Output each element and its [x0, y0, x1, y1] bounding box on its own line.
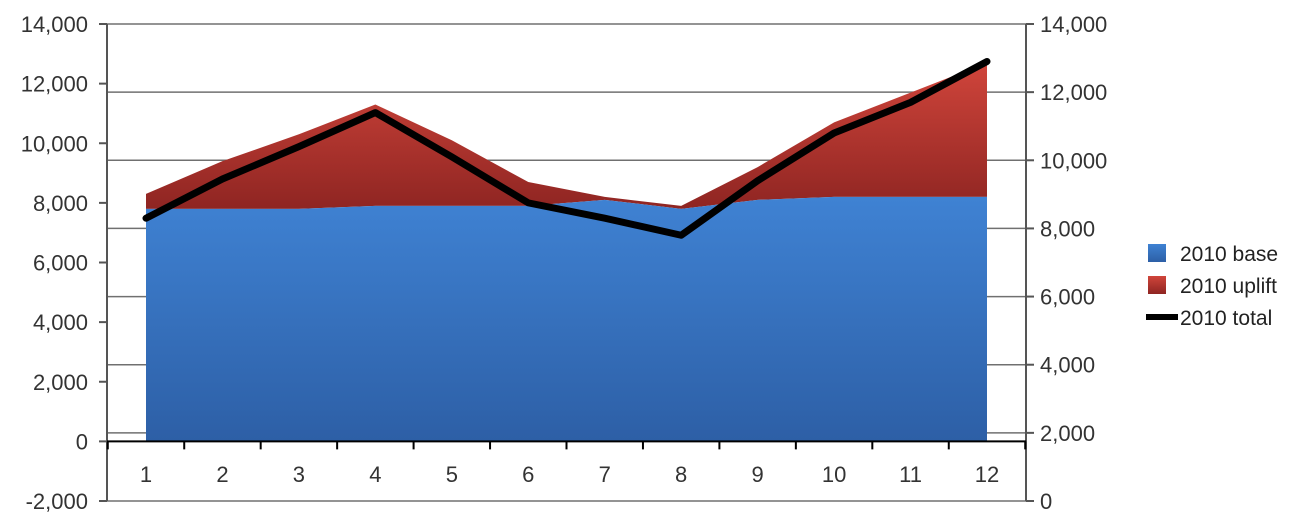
legend-label: 2010 uplift [1180, 275, 1277, 298]
left-tick-label: 0 [76, 429, 88, 454]
x-tick-label: 7 [599, 462, 611, 487]
series-area-2010-base [146, 196, 987, 442]
series-area-2010-uplift [146, 62, 987, 209]
left-tick-label: 6,000 [33, 251, 88, 276]
x-tick-label: 6 [522, 462, 534, 487]
right-tick-label: 12,000 [1040, 80, 1107, 105]
left-tick-label: 4,000 [33, 310, 88, 335]
right-tick-label: 4,000 [1040, 353, 1095, 378]
left-tick-label: 8,000 [33, 191, 88, 216]
right-tick-label: 10,000 [1040, 148, 1107, 173]
right-axis-ticks: 0 2,000 4,000 6,000 8,000 10,000 12,000 14,000 [1026, 12, 1107, 512]
x-tick-label: 11 [899, 462, 922, 487]
x-tick-label: 9 [752, 462, 764, 487]
right-tick-label: 8,000 [1040, 216, 1095, 241]
legend-swatch [1148, 276, 1166, 294]
legend-swatch [1148, 244, 1166, 262]
legend-label: 2010 total [1180, 307, 1272, 330]
x-tick-label: 5 [446, 462, 458, 487]
legend-swatch [1146, 314, 1178, 320]
x-tick-label: 1 [140, 462, 152, 487]
left-tick-label: 2,000 [33, 370, 88, 395]
x-tick-label: 3 [293, 462, 305, 487]
left-tick-label: 12,000 [21, 72, 88, 97]
right-tick-label: 0 [1040, 489, 1052, 512]
series-line-2010-total [142, 57, 991, 239]
left-axis-ticks: -2,000 0 2,000 4,000 6,000 8,000 10,000 12,000 1… [21, 12, 107, 512]
x-tick-label: 12 [975, 462, 999, 487]
x-tick-label: 8 [675, 462, 687, 487]
legend: 2010 base 2010 uplift 2010 total [1146, 243, 1278, 330]
x-tick-label: 4 [369, 462, 381, 487]
left-tick-label: 10,000 [21, 131, 88, 156]
right-tick-label: 14,000 [1040, 12, 1107, 37]
x-tick-label: 2 [216, 462, 228, 487]
lines [142, 57, 991, 239]
left-tick-label: 14,000 [21, 12, 88, 37]
right-tick-label: 2,000 [1040, 421, 1095, 446]
x-axis-ticks: 1 2 3 4 5 6 7 8 9 10 11 12 [106, 441, 1027, 487]
left-tick-label: -2,000 [26, 489, 88, 512]
x-tick-label: 10 [822, 462, 846, 487]
legend-label: 2010 base [1180, 243, 1278, 266]
right-tick-label: 6,000 [1040, 285, 1095, 310]
